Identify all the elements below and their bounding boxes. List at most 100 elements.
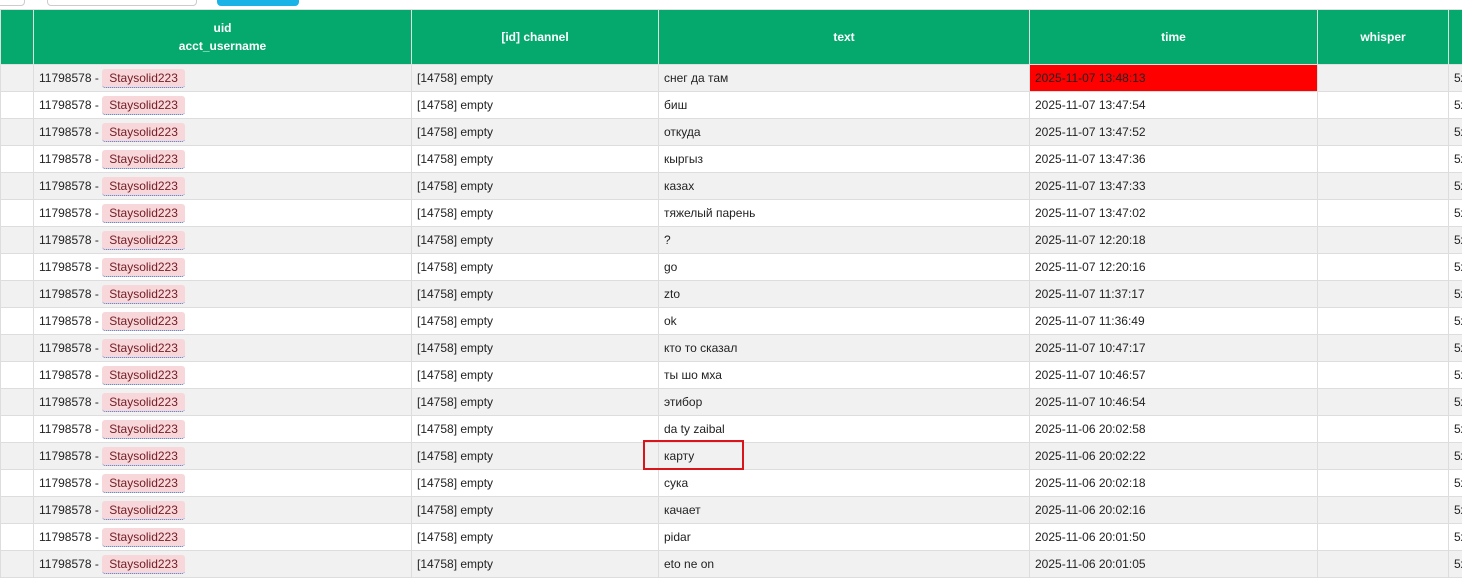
table-row[interactable]: 11798578 - Staysolid223 [14758] empty go… bbox=[1, 254, 1462, 281]
channel-cell: [14758] empty bbox=[412, 362, 659, 389]
time-cell: 2025-11-07 12:20:16 bbox=[1030, 254, 1318, 281]
extra-cell: 5x bbox=[1449, 416, 1462, 443]
table-row[interactable]: 11798578 - Staysolid223 [14758] empty et… bbox=[1, 551, 1462, 578]
username-badge[interactable]: Staysolid223 bbox=[102, 150, 185, 169]
table-row[interactable]: 11798578 - Staysolid223 [14758] empty pi… bbox=[1, 524, 1462, 551]
extra-cell: 5x bbox=[1449, 92, 1462, 119]
uid-cell: 11798578 - Staysolid223 bbox=[34, 92, 412, 119]
row-select-cell[interactable] bbox=[1, 200, 34, 227]
row-select-cell[interactable] bbox=[1, 362, 34, 389]
time-cell: 2025-11-07 13:47:54 bbox=[1030, 92, 1318, 119]
row-select-cell[interactable] bbox=[1, 146, 34, 173]
text-cell: ok bbox=[659, 308, 1030, 335]
column-header-text[interactable]: text bbox=[659, 10, 1030, 65]
username-badge[interactable]: Staysolid223 bbox=[102, 96, 185, 115]
table-row[interactable]: 11798578 - Staysolid223 [14758] empty ok… bbox=[1, 308, 1462, 335]
username-badge[interactable]: Staysolid223 bbox=[102, 393, 185, 412]
row-select-cell[interactable] bbox=[1, 281, 34, 308]
row-select-cell[interactable] bbox=[1, 470, 34, 497]
username-badge[interactable]: Staysolid223 bbox=[102, 177, 185, 196]
row-select-cell[interactable] bbox=[1, 227, 34, 254]
column-header-time[interactable]: time bbox=[1030, 10, 1318, 65]
time-cell: 2025-11-06 20:02:22 bbox=[1030, 443, 1318, 470]
row-select-cell[interactable] bbox=[1, 551, 34, 578]
row-select-cell[interactable] bbox=[1, 443, 34, 470]
uid-cell: 11798578 - Staysolid223 bbox=[34, 416, 412, 443]
column-header-channel[interactable]: [id] channel bbox=[412, 10, 659, 65]
table-row[interactable]: 11798578 - Staysolid223 [14758] empty ка… bbox=[1, 173, 1462, 200]
column-header-extra[interactable] bbox=[1449, 10, 1462, 65]
username-badge[interactable]: Staysolid223 bbox=[102, 447, 185, 466]
toolbar-input[interactable] bbox=[0, 0, 25, 6]
table-row[interactable]: 11798578 - Staysolid223 [14758] empty су… bbox=[1, 470, 1462, 497]
text-cell: снег да там bbox=[659, 65, 1030, 92]
row-select-cell[interactable] bbox=[1, 308, 34, 335]
whisper-cell bbox=[1318, 146, 1449, 173]
row-select-cell[interactable] bbox=[1, 65, 34, 92]
row-select-cell[interactable] bbox=[1, 389, 34, 416]
username-badge[interactable]: Staysolid223 bbox=[102, 474, 185, 493]
username-badge[interactable]: Staysolid223 bbox=[102, 555, 185, 574]
username-badge[interactable]: Staysolid223 bbox=[102, 123, 185, 142]
row-select-cell[interactable] bbox=[1, 92, 34, 119]
username-badge[interactable]: Staysolid223 bbox=[102, 258, 185, 277]
table-row[interactable]: 11798578 - Staysolid223 [14758] empty би… bbox=[1, 92, 1462, 119]
column-header-select[interactable] bbox=[1, 10, 34, 65]
extra-cell: 5x bbox=[1449, 551, 1462, 578]
whisper-cell bbox=[1318, 470, 1449, 497]
row-select-cell[interactable] bbox=[1, 524, 34, 551]
uid-cell: 11798578 - Staysolid223 bbox=[34, 470, 412, 497]
username-badge[interactable]: Staysolid223 bbox=[102, 312, 185, 331]
username-badge[interactable]: Staysolid223 bbox=[102, 528, 185, 547]
channel-cell: [14758] empty bbox=[412, 119, 659, 146]
table-row[interactable]: 11798578 - Staysolid223 [14758] empty ка… bbox=[1, 497, 1462, 524]
time-cell: 2025-11-07 10:47:17 bbox=[1030, 335, 1318, 362]
whisper-cell bbox=[1318, 200, 1449, 227]
row-select-cell[interactable] bbox=[1, 254, 34, 281]
username-badge[interactable]: Staysolid223 bbox=[102, 69, 185, 88]
text-cell: ? bbox=[659, 227, 1030, 254]
table-row[interactable]: 11798578 - Staysolid223 [14758] empty zt… bbox=[1, 281, 1462, 308]
table-row[interactable]: 11798578 - Staysolid223 [14758] empty da… bbox=[1, 416, 1462, 443]
uid-cell: 11798578 - Staysolid223 bbox=[34, 497, 412, 524]
time-cell: 2025-11-07 11:37:17 bbox=[1030, 281, 1318, 308]
toolbar-button[interactable] bbox=[217, 0, 299, 6]
row-select-cell[interactable] bbox=[1, 119, 34, 146]
row-select-cell[interactable] bbox=[1, 497, 34, 524]
username-badge[interactable]: Staysolid223 bbox=[102, 420, 185, 439]
uid-cell: 11798578 - Staysolid223 bbox=[34, 254, 412, 281]
table-row[interactable]: 11798578 - Staysolid223 [14758] empty сн… bbox=[1, 65, 1462, 92]
row-select-cell[interactable] bbox=[1, 416, 34, 443]
extra-cell: 5x bbox=[1449, 308, 1462, 335]
table-row[interactable]: 11798578 - Staysolid223 [14758] empty ? … bbox=[1, 227, 1462, 254]
extra-cell: 5x bbox=[1449, 119, 1462, 146]
text-cell: тяжелый парень bbox=[659, 200, 1030, 227]
row-select-cell[interactable] bbox=[1, 173, 34, 200]
extra-cell: 5x bbox=[1449, 470, 1462, 497]
channel-cell: [14758] empty bbox=[412, 308, 659, 335]
table-row[interactable]: 11798578 - Staysolid223 [14758] empty ты… bbox=[1, 362, 1462, 389]
username-badge[interactable]: Staysolid223 bbox=[102, 501, 185, 520]
uid-cell: 11798578 - Staysolid223 bbox=[34, 200, 412, 227]
username-badge[interactable]: Staysolid223 bbox=[102, 231, 185, 250]
username-badge[interactable]: Staysolid223 bbox=[102, 339, 185, 358]
time-cell: 2025-11-06 20:02:18 bbox=[1030, 470, 1318, 497]
toolbar-input[interactable] bbox=[47, 0, 197, 6]
time-cell: 2025-11-07 11:36:49 bbox=[1030, 308, 1318, 335]
toolbar bbox=[0, 0, 1462, 9]
extra-cell: 5x bbox=[1449, 200, 1462, 227]
extra-cell: 5x bbox=[1449, 443, 1462, 470]
username-badge[interactable]: Staysolid223 bbox=[102, 285, 185, 304]
table-row[interactable]: 11798578 - Staysolid223 [14758] empty тя… bbox=[1, 200, 1462, 227]
row-select-cell[interactable] bbox=[1, 335, 34, 362]
table-row[interactable]: 11798578 - Staysolid223 [14758] empty кт… bbox=[1, 335, 1462, 362]
uid-cell: 11798578 - Staysolid223 bbox=[34, 443, 412, 470]
time-cell: 2025-11-07 13:47:33 bbox=[1030, 173, 1318, 200]
table-row[interactable]: 11798578 - Staysolid223 [14758] empty эт… bbox=[1, 389, 1462, 416]
username-badge[interactable]: Staysolid223 bbox=[102, 204, 185, 223]
table-row[interactable]: 11798578 - Staysolid223 [14758] empty от… bbox=[1, 119, 1462, 146]
table-row[interactable]: 11798578 - Staysolid223 [14758] empty кы… bbox=[1, 146, 1462, 173]
column-header-whisper[interactable]: whisper bbox=[1318, 10, 1449, 65]
username-badge[interactable]: Staysolid223 bbox=[102, 366, 185, 385]
